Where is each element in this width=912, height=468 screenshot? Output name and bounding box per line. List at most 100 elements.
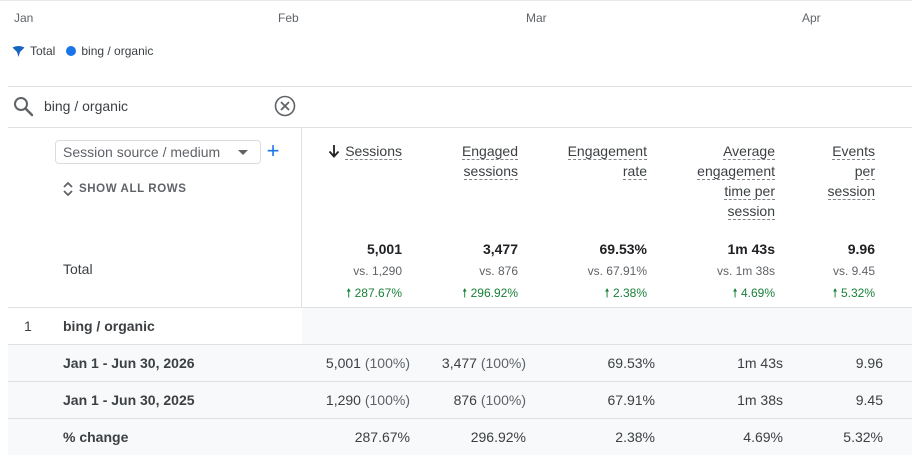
chart-legend: Total bing / organic	[12, 44, 164, 58]
cell-percent: (100%)	[364, 392, 410, 408]
table-cell: 67.91%	[607, 392, 655, 408]
total-value: 5,001	[366, 241, 402, 257]
search-input[interactable]: bing / organic	[44, 98, 129, 114]
dimension-select-value: Session source / medium	[63, 144, 221, 160]
total-change-value: 5.32%	[840, 286, 875, 300]
column-header-label: Engaged	[461, 143, 518, 160]
column-header-average-engagement-time[interactable]: Average engagement time per session	[697, 141, 775, 221]
legend-label-bing-organic: bing / organic	[81, 44, 154, 58]
column-header-label: Engagement	[567, 143, 647, 160]
table-cell: 9.96	[855, 355, 883, 371]
total-value: 9.96	[847, 241, 875, 257]
arrow-up-icon: 🠕	[604, 286, 613, 300]
dimension-select[interactable]: Session source / medium	[55, 140, 261, 164]
expand-icon	[63, 181, 73, 197]
table-cell: 876 (100%)	[454, 392, 526, 408]
table-cell: 9.45	[855, 392, 883, 408]
total-comparison-value: vs. 9.45	[832, 264, 875, 278]
table-cell: 69.53%	[607, 355, 655, 371]
cell-percent: (100%)	[480, 392, 526, 408]
column-header-label: Events	[832, 143, 875, 160]
table-cell: 1,290 (100%)	[326, 392, 410, 408]
top-border	[0, 0, 912, 1]
table-cell: 296.92%	[470, 429, 526, 445]
column-header-label: session	[727, 203, 775, 220]
column-header-engagement-rate[interactable]: Engagement rate	[567, 141, 647, 181]
arrow-up-icon: 🠕	[832, 286, 841, 300]
row-label: % change	[63, 429, 129, 445]
dropdown-caret-icon	[238, 150, 248, 155]
month-label-apr: Apr	[802, 11, 821, 25]
total-change: 🠕 287.67%	[346, 284, 402, 305]
table-row[interactable]: Jan 1 - Jun 30, 2026 5,001 (100%) 3,477 …	[8, 344, 912, 381]
show-all-rows-label: SHOW ALL ROWS	[79, 183, 187, 195]
show-all-rows-button[interactable]: SHOW ALL ROWS	[62, 181, 186, 197]
total-value: 3,477	[482, 241, 518, 257]
column-header-engaged-sessions[interactable]: Engaged sessions	[461, 141, 518, 181]
column-header-label: rate	[622, 163, 647, 180]
cell-value: 3,477	[441, 355, 477, 371]
table-cell: 3,477 (100%)	[442, 355, 526, 371]
arrow-up-icon: 🠕	[732, 286, 741, 300]
total-value: 1m 43s	[727, 241, 775, 257]
column-header-events-per-session[interactable]: Events per session	[827, 141, 875, 201]
dot-icon	[66, 46, 77, 56]
total-change-value: 4.69%	[740, 286, 775, 300]
month-label-jan: Jan	[14, 11, 34, 25]
row-label: Jan 1 - Jun 30, 2025	[63, 392, 195, 408]
table-row[interactable]: % change 287.67% 296.92% 2.38% 4.69% 5.3…	[8, 418, 912, 455]
row-index: 1	[24, 318, 32, 334]
clear-search-button[interactable]	[274, 95, 296, 122]
total-change-value: 296.92%	[470, 286, 518, 300]
legend-item-bing-organic[interactable]: bing / organic	[66, 44, 153, 58]
table-row[interactable]: Jan 1 - Jun 30, 2025 1,290 (100%) 876 (1…	[8, 381, 912, 418]
total-label: Total	[63, 261, 93, 277]
month-label-feb: Feb	[278, 11, 299, 25]
total-comparison-value: vs. 876	[479, 264, 518, 278]
total-change-value: 287.67%	[354, 286, 402, 300]
total-marker-icon	[12, 45, 25, 58]
divider	[8, 127, 912, 128]
cell-percent: (100%)	[480, 355, 526, 371]
month-label-mar: Mar	[526, 11, 547, 25]
column-header-label: sessions	[463, 163, 518, 180]
legend-item-total[interactable]: Total	[12, 44, 55, 58]
column-header-label: session	[827, 183, 875, 200]
cell-percent: (100%)	[364, 355, 410, 371]
divider	[8, 86, 912, 87]
table-row[interactable]: 1 bing / organic	[8, 307, 912, 345]
table-cell: 5.32%	[843, 429, 883, 445]
total-change: 🠕 2.38%	[604, 284, 647, 305]
cell-value: 1,290	[325, 392, 361, 408]
arrow-up-icon: 🠕	[346, 286, 355, 300]
total-change: 🠕 296.92%	[462, 284, 518, 305]
total-value: 69.53%	[599, 241, 647, 257]
column-header-label: time per	[724, 183, 775, 200]
row-shade	[302, 308, 912, 345]
add-dimension-button[interactable]: +	[266, 138, 280, 163]
cell-value: 876	[453, 392, 477, 408]
column-header-label: Sessions	[345, 143, 402, 160]
row-label: Jan 1 - Jun 30, 2026	[63, 355, 195, 371]
cell-value: 5,001	[325, 355, 361, 371]
table-cell: 1m 43s	[737, 355, 783, 371]
row-label: bing / organic	[63, 318, 155, 334]
table-cell: 2.38%	[615, 429, 655, 445]
table-cell: 1m 38s	[737, 392, 783, 408]
column-header-label: per	[854, 163, 875, 180]
sort-descending-icon	[328, 143, 340, 163]
arrow-up-icon: 🠕	[462, 286, 471, 300]
total-change: 🠕 5.32%	[832, 284, 875, 305]
table-cell: 5,001 (100%)	[326, 355, 410, 371]
total-comparison-value: vs. 1,290	[353, 264, 402, 278]
column-divider	[301, 127, 302, 307]
column-header-label: engagement	[697, 163, 775, 180]
column-header-sessions[interactable]: Sessions	[328, 141, 402, 163]
search-icon	[12, 95, 34, 122]
total-change: 🠕 4.69%	[732, 284, 775, 305]
total-comparison-value: vs. 1m 38s	[716, 264, 775, 278]
legend-label-total: Total	[30, 44, 56, 58]
clear-icon	[274, 95, 296, 117]
total-comparison-value: vs. 67.91%	[587, 264, 647, 278]
table-cell: 287.67%	[354, 429, 410, 445]
